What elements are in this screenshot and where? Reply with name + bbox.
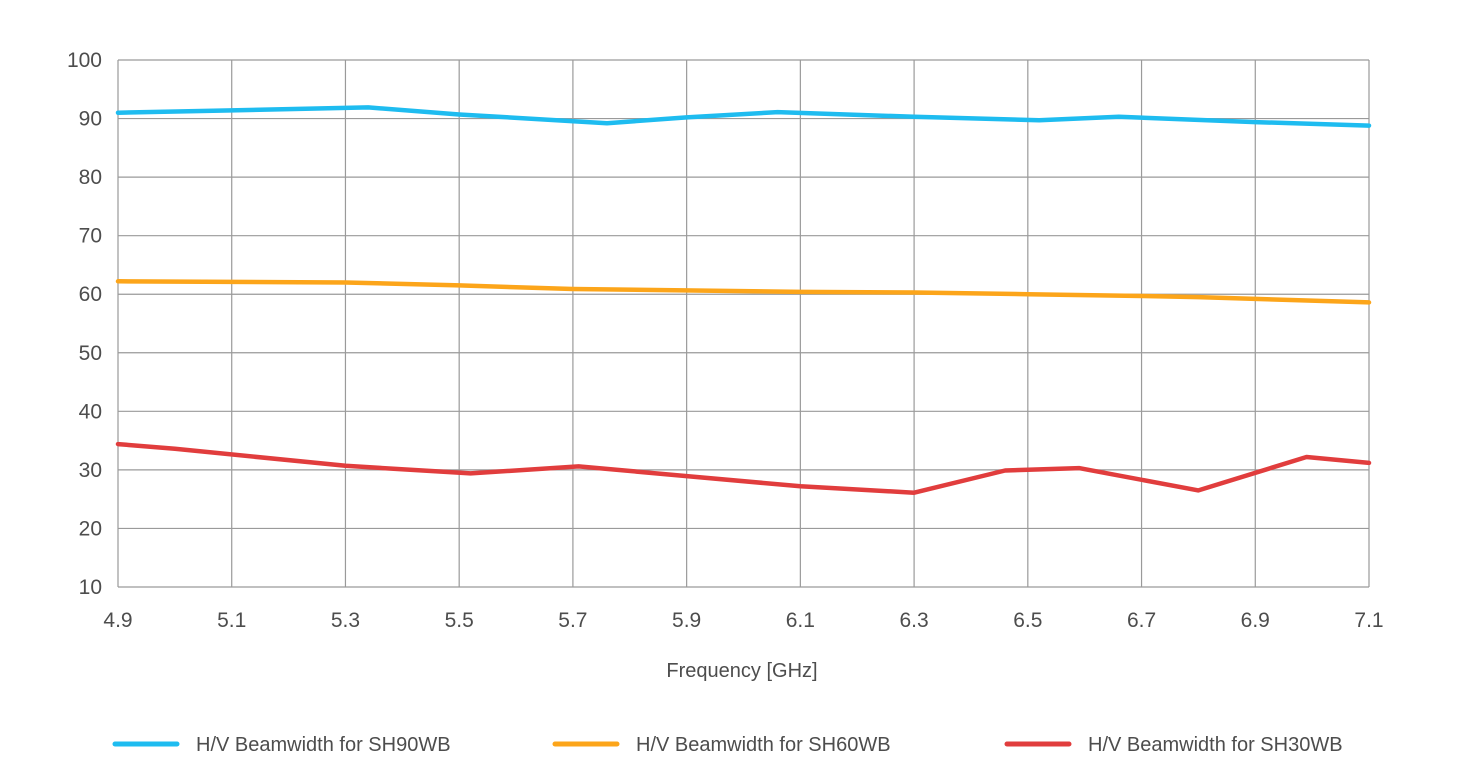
y-tick-label: 90: [79, 108, 102, 131]
legend-item-sh60wb: H/V Beamwidth for SH60WB: [552, 734, 891, 756]
y-tick-label: 20: [79, 517, 102, 540]
x-axis-title: Frequency [GHz]: [666, 660, 817, 682]
y-tick-label: 60: [79, 283, 102, 306]
x-tick-label: 7.1: [1354, 609, 1383, 632]
series-line-sh90wb: [115, 105, 1372, 128]
y-tick-label: 10: [79, 576, 102, 599]
x-tick-label: 6.7: [1127, 609, 1156, 632]
legend-label: H/V Beamwidth for SH60WB: [636, 734, 891, 756]
y-tick-label: 80: [79, 166, 102, 189]
x-tick-label: 6.1: [786, 609, 815, 632]
x-tick-label: 6.3: [899, 609, 928, 632]
series-line-sh60wb: [115, 279, 1372, 305]
y-tick-label: 100: [67, 49, 102, 72]
x-tick-label: 5.3: [331, 609, 360, 632]
grid: [117, 59, 1370, 588]
x-tick-label: 6.5: [1013, 609, 1042, 632]
legend-item-sh30wb: H/V Beamwidth for SH30WB: [1004, 734, 1343, 756]
legend-item-sh90wb: H/V Beamwidth for SH90WB: [112, 734, 451, 756]
y-tick-label: 40: [79, 400, 102, 423]
y-tick-label: 70: [79, 225, 102, 248]
x-tick-label: 5.5: [445, 609, 474, 632]
series-line-sh30wb: [115, 441, 1372, 495]
x-tick-label: 5.9: [672, 609, 701, 632]
series-lines: [115, 105, 1372, 495]
y-tick-label: 30: [79, 459, 102, 482]
x-axis-ticks: 4.9 5.1 5.3 5.5 5.7 5.9 6.1 6.3 6.5 6.7 6.9 7.1: [103, 609, 1383, 632]
x-tick-label: 4.9: [103, 609, 132, 632]
x-tick-label: 5.1: [217, 609, 246, 632]
x-tick-label: 6.9: [1241, 609, 1270, 632]
x-tick-label: 5.7: [558, 609, 587, 632]
legend: H/V Beamwidth for SH90WB H/V Beamwidth fo…: [112, 734, 1343, 756]
y-tick-label: 50: [79, 342, 102, 365]
y-axis-ticks: 10 20 30 40 50 60 70 80 90 100: [67, 49, 102, 599]
legend-label: H/V Beamwidth for SH90WB: [196, 734, 451, 756]
legend-label: H/V Beamwidth for SH30WB: [1088, 734, 1343, 756]
